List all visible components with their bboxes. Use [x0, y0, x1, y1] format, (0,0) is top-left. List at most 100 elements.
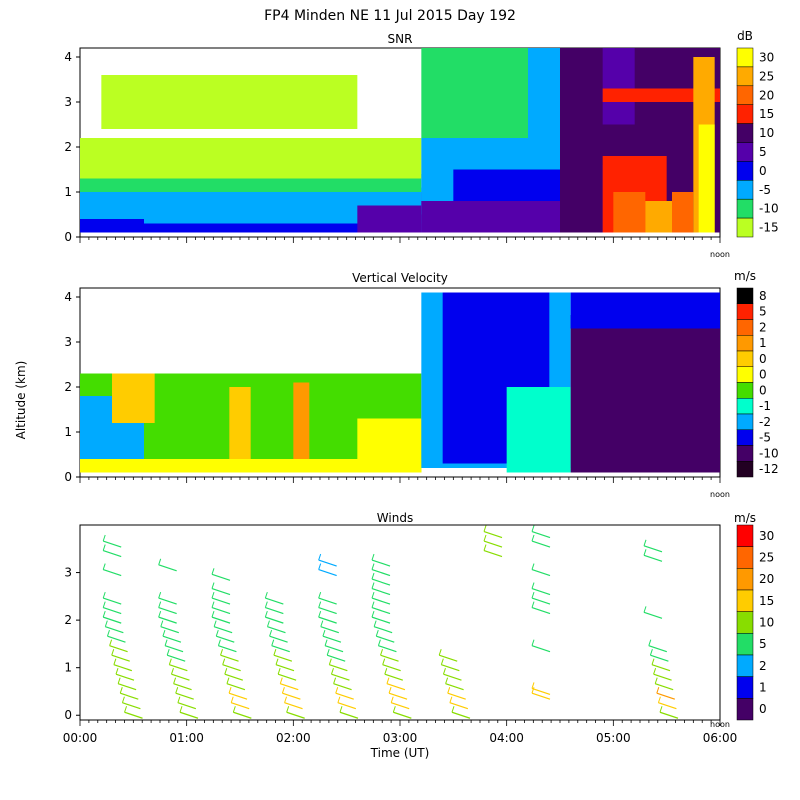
colorbar-label: 2: [759, 659, 767, 673]
heatmap-cell-6: [357, 205, 422, 233]
wind-barb-flag-2-4: [224, 668, 228, 675]
wind-barb-5-11: [371, 607, 391, 615]
wind-barb-flag-0-0: [124, 706, 128, 713]
wind-barb-1-6: [167, 654, 186, 662]
wind-barb-3-4: [277, 673, 297, 681]
colorbar-label: 0: [759, 164, 767, 178]
colorbar-swatch: [736, 413, 754, 430]
wind-barb-flag-7-0: [483, 544, 487, 551]
wind-barb-flag-6-1: [449, 696, 453, 703]
x-tick-label: 06:00: [703, 731, 738, 745]
wind-barb-2-0: [233, 711, 252, 719]
wind-barb-5-3: [386, 683, 406, 691]
y-tick-label: 2: [64, 380, 72, 394]
wind-barb-flag-5-0: [392, 706, 396, 713]
wind-barb-4-11: [318, 607, 337, 615]
wind-barb-4-14: [318, 559, 337, 567]
colorbar-label: 20: [759, 88, 774, 102]
wind-barb-5-12: [371, 597, 391, 605]
heatmap-cell-11: [570, 292, 720, 329]
wind-barb-flag-5-14: [371, 572, 375, 580]
wind-barb-1-12: [158, 597, 177, 605]
wind-barb-0-11: [103, 607, 122, 615]
wind-barb-flag-1-7: [164, 639, 168, 646]
wind-barb-flag-7-2: [483, 525, 487, 532]
wind-barb-1-5: [169, 664, 188, 672]
wind-barb-flag-5-12: [371, 591, 375, 599]
snr-panel-title: SNR: [388, 32, 413, 46]
wind-barb-8-6: [531, 568, 551, 577]
wind-barb-4-1: [337, 702, 357, 710]
wind-barb-flag-5-2: [388, 687, 392, 694]
snr-colorbar-unit: dB: [737, 29, 753, 43]
colorbar-label: 15: [759, 107, 774, 121]
wind-barb-flag-0-14: [102, 544, 106, 551]
colorbar-swatch: [736, 611, 754, 634]
wind-barb-flag-0-11: [102, 601, 106, 608]
wind-barb-9-7: [648, 645, 667, 653]
wind-barb-flag-2-12: [211, 591, 215, 599]
wind-barb-flag-0-7: [109, 639, 113, 646]
figure-title: FP4 Minden NE 11 Jul 2015 Day 192: [264, 8, 516, 24]
heatmap-cell-6: [80, 459, 422, 473]
wind-barb-2-1: [231, 702, 250, 710]
wind-barb-flag-3-11: [264, 601, 268, 608]
colorbar-swatch: [736, 382, 754, 399]
wind-barb-5-1: [391, 702, 410, 710]
wind-barb-flag-0-4: [115, 668, 119, 675]
wind-barb-4-10: [318, 616, 337, 624]
wind-barb-flag-2-9: [213, 620, 217, 627]
wind-barb-5-4: [384, 673, 403, 681]
colorbar-swatch: [736, 633, 754, 656]
snr-panel: 0 1 2 3 4: [64, 47, 721, 244]
wind-barb-4-5: [329, 664, 348, 672]
y-tick-label: 2: [64, 140, 72, 154]
y-tick-label: 0: [64, 230, 72, 244]
heatmap-cell-22: [698, 124, 715, 233]
wind-barb-flag-0-15: [102, 534, 106, 542]
colorbar-label: 30: [759, 50, 774, 64]
wind-barb-flag-3-6: [273, 649, 277, 656]
y-tick-label: 4: [64, 290, 72, 304]
colorbar-swatch: [736, 47, 754, 68]
wind-barb-3-9: [267, 626, 286, 634]
colorbar-swatch: [736, 568, 754, 591]
wind-barb-9-0: [659, 711, 679, 719]
colorbar-swatch: [736, 461, 754, 478]
wind-barb-2-2: [228, 692, 248, 700]
wind-barb-flag-5-13: [371, 582, 375, 589]
wind-barb-5-16: [371, 559, 391, 567]
y-axis-label: Altitude (km): [14, 361, 28, 440]
colorbar-swatch: [736, 303, 754, 320]
wind-barb-flag-4-1: [337, 696, 341, 703]
wind-barb-4-13: [318, 568, 337, 577]
wind-barb-flag-4-6: [326, 649, 330, 656]
wind-barb-4-9: [320, 626, 339, 634]
heatmap-cell-5: [101, 75, 358, 129]
wind-barb-1-13: [158, 564, 177, 572]
wind-barb-4-0: [339, 711, 359, 719]
wind-barb-2-4: [224, 673, 243, 681]
wind-barb-3-7: [271, 645, 290, 653]
wind-barb-flag-2-5: [222, 658, 226, 665]
wind-barb-6-5: [441, 664, 460, 672]
wind-barb-flag-2-10: [211, 610, 215, 618]
wind-barb-2-7: [218, 645, 237, 653]
heatmap-cell-4: [293, 382, 310, 464]
colorbar-label: 25: [759, 69, 774, 83]
colorbar-label: 10: [759, 616, 774, 630]
colorbars: 302520151050-5-10-158521000-1-2-5-10-123…: [736, 47, 779, 721]
wind-barb-2-6: [220, 654, 239, 662]
wind-barb-flag-4-9: [320, 620, 324, 627]
wind-barb-2-11: [211, 607, 231, 615]
y-tick-label: 3: [64, 335, 72, 349]
y-tick-label: 1: [64, 661, 72, 675]
wind-barb-8-4: [531, 597, 551, 605]
wind-barb-5-15: [371, 568, 391, 577]
wind-barb-3-2: [282, 692, 301, 700]
wind-barb-4-7: [324, 645, 344, 653]
wind-barb-flag-4-13: [318, 563, 322, 570]
wind-barb-flag-9-6: [649, 649, 653, 656]
colorbar-label: 0: [759, 702, 767, 716]
y-tick-label: 1: [64, 185, 72, 199]
